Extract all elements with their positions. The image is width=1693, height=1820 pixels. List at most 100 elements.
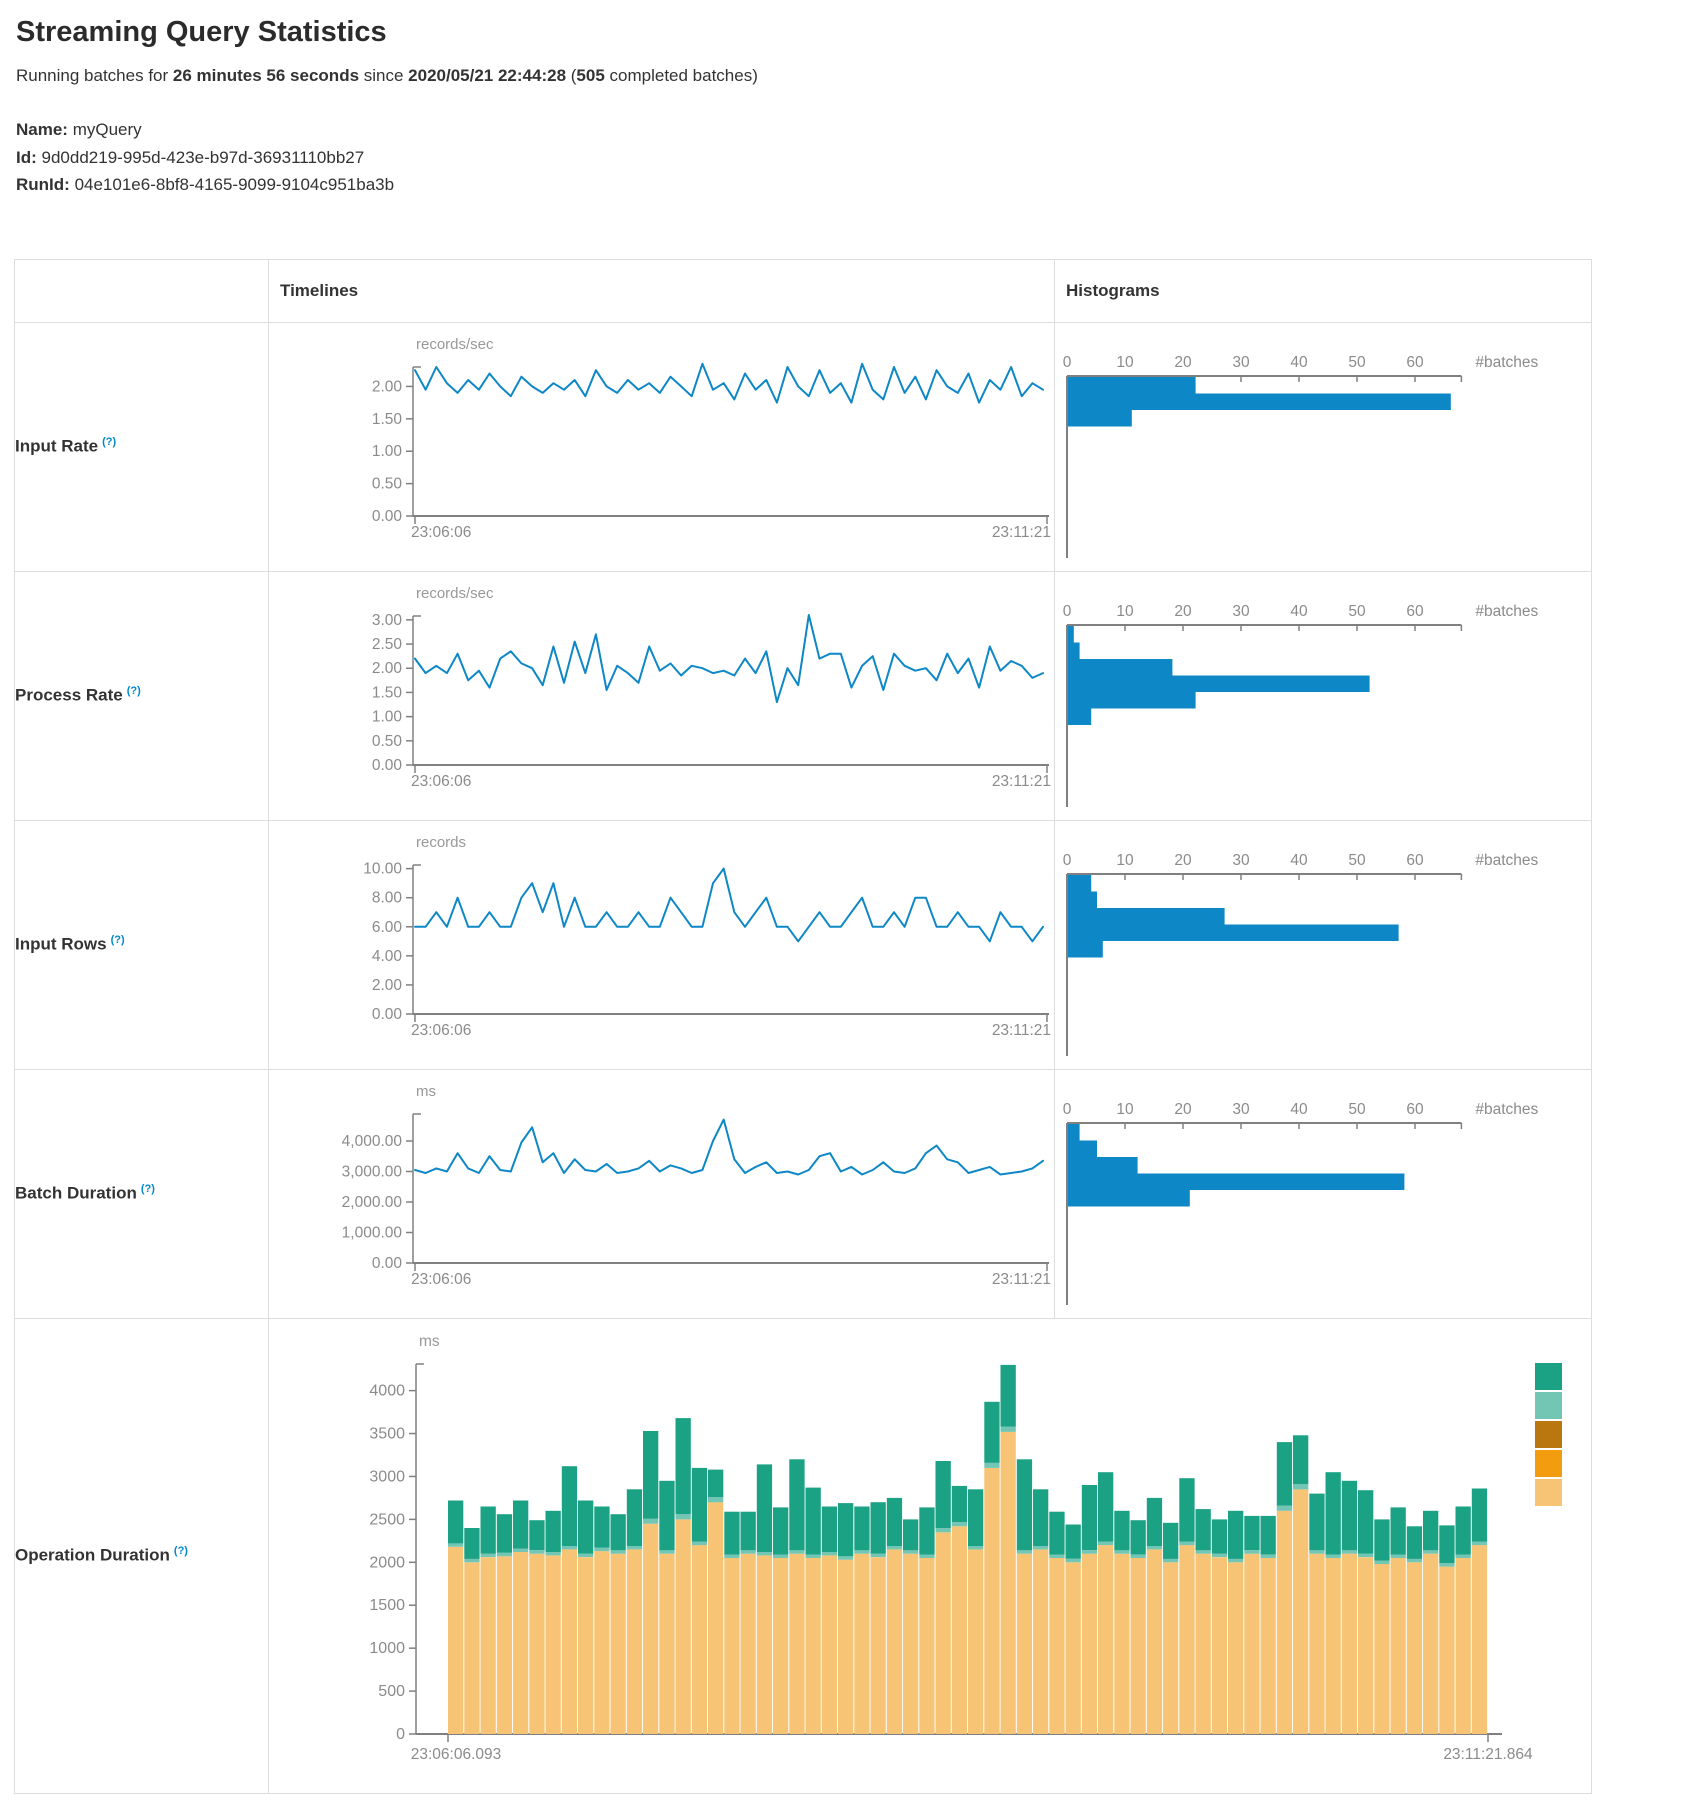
svg-text:23:06:06.093: 23:06:06.093 xyxy=(411,1746,502,1763)
row-label-batch-duration: Batch Duration (?) xyxy=(14,1068,269,1319)
svg-text:23:11:21: 23:11:21 xyxy=(992,1022,1051,1039)
svg-text:0.50: 0.50 xyxy=(372,475,403,492)
query-name-line: Name: myQuery xyxy=(16,116,1693,144)
svg-text:#batches: #batches xyxy=(1475,1101,1538,1118)
row-label-process-rate: Process Rate (?) xyxy=(14,570,269,821)
svg-text:10: 10 xyxy=(1116,354,1134,371)
legend-swatch xyxy=(1535,1449,1562,1477)
histograms-column-header: Histograms xyxy=(1054,258,1592,323)
svg-text:1500: 1500 xyxy=(369,1597,405,1614)
input-rate-histogram-cell: 0 10 20 30 40 50 60 #batches xyxy=(1054,321,1592,572)
help-tooltip-icon[interactable]: (?) xyxy=(102,436,117,449)
name-label: Name: xyxy=(16,120,68,139)
table-header-row: Timelines Histograms xyxy=(14,258,1592,323)
input-rate-timeline-chart: records/sec 0.00 0.50 1.00 1.50 2.00 23:06:06 2… xyxy=(372,336,1051,541)
svg-text:0: 0 xyxy=(1063,852,1072,869)
svg-text:60: 60 xyxy=(1406,603,1424,620)
input-rows-timeline-chart: records 0.00 2.00 4.00 6.00 8.00 10.00 23:06:06… xyxy=(363,834,1051,1039)
svg-text:10: 10 xyxy=(1116,603,1134,620)
svg-text:20: 20 xyxy=(1174,603,1192,620)
svg-text:0.00: 0.00 xyxy=(372,1006,403,1023)
id-value: 9d0dd219-995d-423e-b97d-36931110bb27 xyxy=(41,147,365,167)
svg-text:#batches: #batches xyxy=(1475,354,1538,371)
svg-text:1,000.00: 1,000.00 xyxy=(342,1224,403,1241)
help-tooltip-icon[interactable]: (?) xyxy=(110,934,125,947)
query-runid-line: RunId: 04e101e6-8bf8-4165-9099-9104c951b… xyxy=(16,171,1693,199)
start-time: 2020/05/21 22:44:28 xyxy=(408,66,567,85)
svg-text:10: 10 xyxy=(1116,1101,1134,1118)
svg-text:1.00: 1.00 xyxy=(372,443,403,460)
input-rate-timeline-cell: records/sec 0.00 0.50 1.00 1.50 2.00 23:06:06 2… xyxy=(268,321,1055,572)
svg-text:0.00: 0.00 xyxy=(372,1255,403,1272)
help-tooltip-icon[interactable]: (?) xyxy=(173,1545,188,1558)
row-label-input-rate: Input Rate (?) xyxy=(14,321,269,572)
completed-suffix: completed batches) xyxy=(604,66,758,85)
id-label: Id: xyxy=(16,147,37,167)
svg-text:10: 10 xyxy=(1116,852,1134,869)
table-row: Input Rate (?) records/sec 0.00 0.50 1.00 1.5… xyxy=(14,321,1592,572)
svg-text:23:06:06: 23:06:06 xyxy=(411,1022,471,1039)
legend-swatch xyxy=(1535,1362,1562,1390)
running-prefix: Running batches for xyxy=(16,66,173,85)
svg-text:2.00: 2.00 xyxy=(372,378,403,395)
svg-text:6.00: 6.00 xyxy=(372,918,403,935)
svg-text:0.50: 0.50 xyxy=(372,732,403,749)
process-rate-timeline-cell: records/sec 0.00 0.50 1.00 1.50 2.00 2.50 3.00 2… xyxy=(268,570,1055,821)
completed-batches-count: 505 xyxy=(576,66,605,85)
svg-text:3500: 3500 xyxy=(369,1425,405,1442)
svg-text:0.00: 0.00 xyxy=(372,757,403,774)
svg-text:0: 0 xyxy=(396,1726,405,1743)
svg-text:50: 50 xyxy=(1348,852,1366,869)
svg-text:2.00: 2.00 xyxy=(372,976,403,993)
process-rate-histogram-cell: 0 10 20 30 40 50 60 #batches xyxy=(1054,570,1592,821)
svg-text:30: 30 xyxy=(1232,603,1250,620)
operation-duration-cell: ms 0 500 1000 1500 2000 2500 3000 3500 4000 23:06:… xyxy=(268,1317,1592,1794)
help-tooltip-icon[interactable]: (?) xyxy=(126,685,141,698)
svg-text:60: 60 xyxy=(1406,1101,1424,1118)
svg-text:1.00: 1.00 xyxy=(372,708,403,725)
svg-text:1.50: 1.50 xyxy=(372,410,403,427)
name-value: myQuery xyxy=(72,120,142,139)
svg-text:#batches: #batches xyxy=(1475,603,1538,620)
svg-text:records/sec: records/sec xyxy=(416,336,494,353)
svg-text:23:06:06: 23:06:06 xyxy=(411,1271,471,1288)
process-rate-timeline-chart: records/sec 0.00 0.50 1.00 1.50 2.00 2.50 3.00 2… xyxy=(372,585,1051,790)
row-label-input-rows: Input Rows (?) xyxy=(14,819,269,1070)
batch-duration-timeline-cell: ms 0.00 1,000.00 2,000.00 3,000.00 4,000.00 23… xyxy=(268,1068,1055,1319)
query-meta: Name: myQuery Id: 9d0dd219-995d-423e-b97… xyxy=(16,116,1693,199)
runid-value: 04e101e6-8bf8-4165-9099-9104c951ba3b xyxy=(74,175,395,194)
paren-open: ( xyxy=(566,66,577,85)
svg-text:1.50: 1.50 xyxy=(372,684,403,701)
svg-text:23:11:21: 23:11:21 xyxy=(992,773,1051,790)
svg-text:30: 30 xyxy=(1232,852,1250,869)
svg-text:30: 30 xyxy=(1232,354,1250,371)
svg-text:ms: ms xyxy=(419,1333,440,1350)
svg-text:0: 0 xyxy=(1063,603,1072,620)
svg-text:0: 0 xyxy=(1063,1101,1072,1118)
legend-swatch xyxy=(1535,1478,1562,1506)
svg-text:2,000.00: 2,000.00 xyxy=(342,1193,403,1210)
table-row: Batch Duration (?) ms 0.00 1,000.00 2,000.00… xyxy=(14,1068,1592,1319)
svg-text:20: 20 xyxy=(1174,354,1192,371)
batch-duration-timeline-chart: ms 0.00 1,000.00 2,000.00 3,000.00 4,000.00 23… xyxy=(342,1083,1051,1288)
svg-text:10.00: 10.00 xyxy=(363,860,402,877)
svg-text:3.00: 3.00 xyxy=(372,611,403,628)
svg-text:60: 60 xyxy=(1406,852,1424,869)
svg-text:20: 20 xyxy=(1174,852,1192,869)
svg-text:50: 50 xyxy=(1348,354,1366,371)
input-rows-timeline-cell: records 0.00 2.00 4.00 6.00 8.00 10.00 23:06:06… xyxy=(268,819,1055,1070)
batch-duration-histogram-cell: 0 10 20 30 40 50 60 #batches xyxy=(1054,1068,1592,1319)
svg-text:2.00: 2.00 xyxy=(372,660,403,677)
input-rows-histogram-cell: 0 10 20 30 40 50 60 #batches xyxy=(1054,819,1592,1070)
svg-text:40: 40 xyxy=(1290,1101,1308,1118)
runid-label: RunId: xyxy=(16,175,70,194)
running-batches-summary: Running batches for 26 minutes 56 second… xyxy=(16,66,1693,86)
help-tooltip-icon[interactable]: (?) xyxy=(140,1183,155,1196)
query-id-line: Id: 9d0dd219-995d-423e-b97d-36931110bb27 xyxy=(16,144,1693,172)
svg-text:30: 30 xyxy=(1232,1101,1250,1118)
svg-text:500: 500 xyxy=(378,1683,405,1700)
operation-duration-stacked-chart: ms 0 500 1000 1500 2000 2500 3000 3500 4000 23:06:… xyxy=(369,1333,1562,1763)
svg-text:23:11:21: 23:11:21 xyxy=(992,524,1051,541)
svg-text:0.00: 0.00 xyxy=(372,508,403,525)
